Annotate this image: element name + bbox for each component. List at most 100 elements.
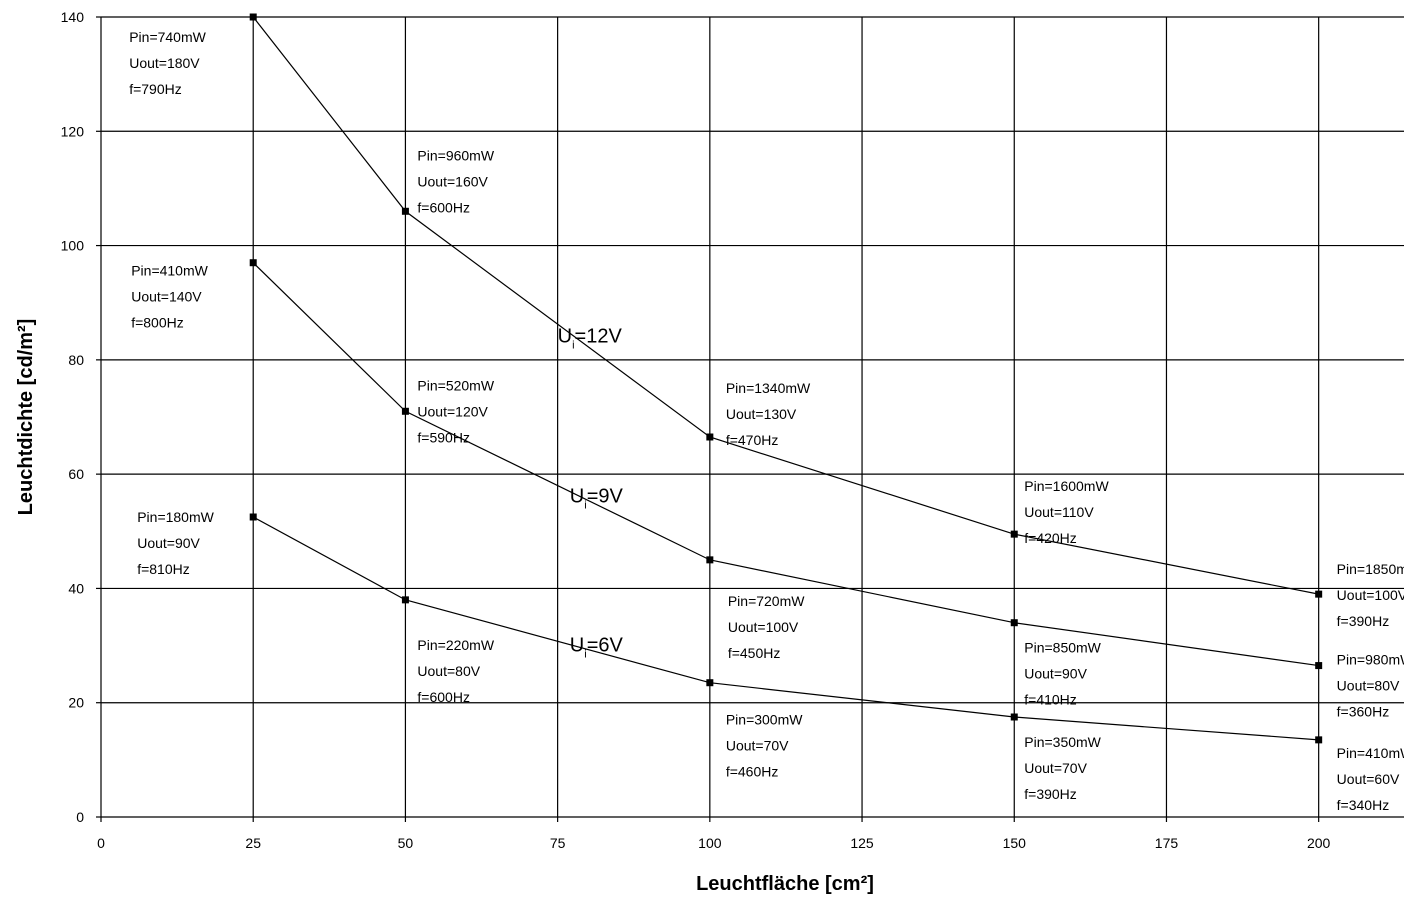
data-series: [249, 13, 1323, 744]
point-annotation: Pin=300mW Uout=70V f=460Hz: [726, 712, 803, 780]
data-point: [1315, 736, 1323, 744]
data-point: [249, 513, 257, 521]
point-annotation: Pin=520mW Uout=120V f=590Hz: [417, 377, 494, 445]
annotation-line: Uout=120V: [417, 403, 488, 419]
data-point: [1315, 590, 1323, 598]
point-annotation: Pin=740mW Uout=180V f=790Hz: [129, 29, 206, 97]
annotation-line: Uout=140V: [131, 289, 202, 305]
point-annotation: Pin=720mW Uout=100V f=450Hz: [728, 593, 805, 661]
series-label-sub: i: [584, 500, 586, 512]
y-tick-label: 120: [61, 123, 85, 139]
annotation-line: Pin=960mW: [417, 147, 494, 163]
data-point: [1315, 662, 1323, 670]
data-point: [249, 13, 257, 21]
x-tick-label: 175: [1155, 835, 1179, 851]
annotation-line: Uout=60V: [1337, 771, 1400, 787]
series-label: Ui=12V: [558, 326, 623, 352]
annotation-line: f=470Hz: [726, 432, 779, 448]
annotation-line: Pin=1340mW: [726, 380, 811, 396]
annotation-line: Pin=410mW: [131, 263, 208, 279]
data-point: [706, 679, 714, 687]
annotation-line: Pin=980mW: [1337, 652, 1404, 668]
x-tick-label: 0: [97, 835, 105, 851]
series-label-main: U: [570, 486, 584, 508]
annotation-line: Uout=70V: [726, 738, 789, 754]
data-point: [249, 259, 257, 267]
annotation-line: Pin=180mW: [137, 509, 214, 525]
annotation-line: Pin=300mW: [726, 712, 803, 728]
annotation-line: f=460Hz: [726, 764, 779, 780]
series-label-rest: =12V: [575, 326, 623, 348]
annotation-line: Pin=720mW: [728, 593, 805, 609]
annotation-line: f=340Hz: [1337, 797, 1390, 813]
point-annotation: Pin=180mW Uout=90V f=810Hz: [137, 509, 214, 577]
annotation-line: f=790Hz: [129, 81, 182, 97]
series-label-main: U: [570, 634, 584, 656]
point-annotation: Pin=1850mW Uout=100V f=390Hz: [1337, 561, 1404, 629]
annotation-line: Uout=130V: [726, 406, 797, 422]
annotation-line: Pin=850mW: [1024, 640, 1101, 656]
y-tick-label: 100: [61, 238, 85, 254]
data-point: [1010, 530, 1018, 538]
annotation-line: Uout=100V: [1337, 587, 1404, 603]
series-line: [252, 16, 1319, 595]
series-label-rest: =9V: [587, 486, 624, 508]
x-tick-label: 25: [245, 835, 261, 851]
annotation-line: f=390Hz: [1024, 786, 1077, 802]
annotation-line: Uout=90V: [1024, 666, 1087, 682]
data-point: [706, 433, 714, 441]
annotation-line: Pin=1850mW: [1337, 561, 1404, 577]
data-point: [1010, 713, 1018, 721]
annotation-line: f=600Hz: [417, 199, 470, 215]
annotation-line: Uout=80V: [1337, 678, 1400, 694]
chart-grid: [96, 16, 1404, 822]
x-tick-label: 125: [850, 835, 874, 851]
point-annotation: Pin=960mW Uout=160V f=600Hz: [417, 147, 494, 215]
x-tick-label: 50: [398, 835, 414, 851]
data-point: [401, 596, 409, 604]
x-axis-title: Leuchtfläche [cm²]: [696, 873, 874, 895]
annotation-line: Pin=350mW: [1024, 734, 1101, 750]
annotation-line: Uout=80V: [417, 663, 480, 679]
annotation-line: f=590Hz: [417, 429, 470, 445]
annotation-line: Pin=410mW: [1337, 745, 1404, 761]
annotation-line: Uout=90V: [137, 535, 200, 551]
annotation-line: Uout=100V: [728, 619, 799, 635]
annotation-line: Pin=220mW: [417, 637, 494, 653]
point-annotation: Pin=980mW Uout=80V f=360Hz: [1337, 652, 1404, 720]
annotation-line: Uout=180V: [129, 55, 200, 71]
data-point: [401, 407, 409, 415]
y-tick-label: 80: [68, 352, 84, 368]
annotation-line: Pin=1600mW: [1024, 478, 1109, 494]
point-annotation: Pin=1600mW Uout=110V f=420Hz: [1024, 478, 1109, 546]
series-label: Ui=6V: [570, 634, 624, 660]
x-tick-label: 150: [1003, 835, 1027, 851]
y-tick-label: 0: [76, 809, 84, 825]
annotation-line: f=390Hz: [1337, 613, 1390, 629]
series-label-rest: =6V: [587, 634, 624, 656]
point-annotation: Pin=410mW Uout=60V f=340Hz: [1337, 745, 1404, 813]
y-tick-label: 140: [61, 9, 85, 25]
data-point: [1010, 619, 1018, 627]
annotation-line: Uout=160V: [417, 173, 488, 189]
annotation-line: f=800Hz: [131, 315, 184, 331]
series-label-main: U: [558, 326, 572, 348]
point-annotation: Pin=410mW Uout=140V f=800Hz: [131, 263, 208, 331]
series-label: Ui=9V: [570, 486, 624, 512]
point-annotation: Pin=850mW Uout=90V f=410Hz: [1024, 640, 1101, 708]
x-tick-label: 100: [698, 835, 722, 851]
annotation-line: f=420Hz: [1024, 530, 1077, 546]
annotation-line: Pin=740mW: [129, 29, 206, 45]
annotation-line: f=410Hz: [1024, 692, 1077, 708]
annotation-line: Pin=520mW: [417, 377, 494, 393]
point-annotations: Pin=740mW Uout=180V f=790Hz Pin=960mW Uout=1…: [129, 29, 1404, 813]
annotation-line: f=360Hz: [1337, 704, 1390, 720]
x-tick-label: 75: [550, 835, 566, 851]
y-tick-label: 40: [68, 580, 84, 596]
data-point: [401, 207, 409, 215]
annotation-line: Uout=110V: [1024, 504, 1094, 520]
axis-ticks: 0 20 40 60 80 100 120 140 0 25 50 75 100 125 150 175 200: [61, 9, 1331, 851]
series-label-sub: i: [584, 648, 586, 660]
y-tick-label: 20: [68, 695, 84, 711]
